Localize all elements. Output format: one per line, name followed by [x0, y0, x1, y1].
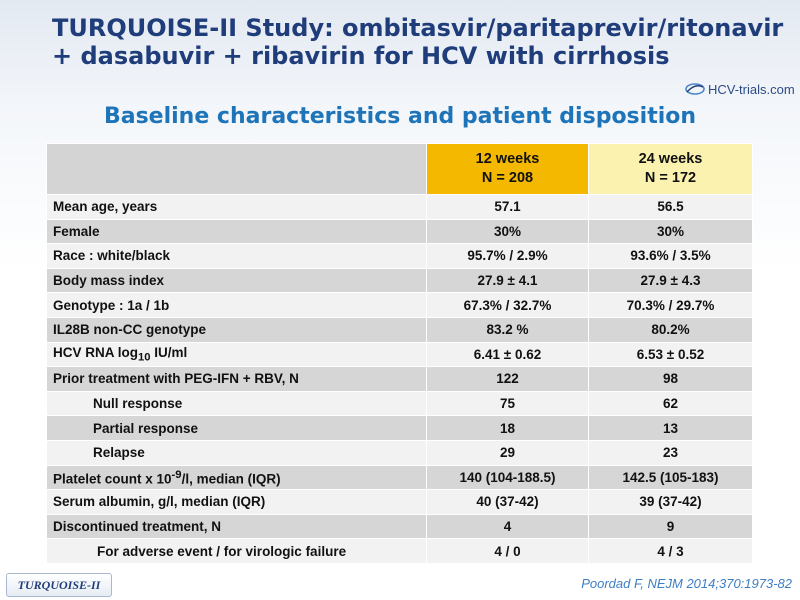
value-24-weeks: 13: [588, 415, 753, 441]
row-label-unit: IU/ml: [150, 345, 188, 361]
row-label: Platelet count x 10-9/l, median (IQR): [46, 464, 427, 491]
table-row: For adverse event / for virologic failur…: [46, 538, 753, 564]
table-row: Platelet count x 10-9/l, median (IQR) 14…: [46, 464, 753, 491]
citation: Poordad F, NEJM 2014;370:1973-82: [581, 576, 792, 591]
value-12-weeks: 95.7% / 2.9%: [426, 243, 589, 269]
header-24-weeks-n: N = 172: [644, 170, 697, 186]
value-24-weeks: 70.3% / 29.7%: [588, 292, 753, 318]
baseline-table: 12 weeks N = 208 24 weeks N = 172 Mean a…: [46, 143, 753, 564]
row-label: Female: [46, 218, 427, 245]
value-12-weeks: 6.41 ± 0.62: [426, 341, 589, 368]
value-12-weeks: 27.9 ± 4.1: [426, 267, 589, 294]
table-row: Serum albumin, g/l, median (IQR) 40 (37-…: [46, 489, 753, 515]
table-row: IL28B non-CC genotype 83.2 % 80.2%: [46, 316, 753, 343]
row-label: Serum albumin, g/l, median (IQR): [46, 489, 427, 515]
logo-text: HCV-trials.com: [708, 81, 795, 97]
value-24-weeks: 142.5 (105-183): [588, 464, 753, 491]
table-row: Genotype : 1a / 1b 67.3% / 32.7% 70.3% /…: [46, 292, 753, 318]
value-12-weeks: 4 / 0: [426, 538, 589, 564]
row-label-subscript: 10: [138, 351, 151, 364]
header-24-weeks: 24 weeks N = 172: [588, 143, 753, 195]
table-row: Relapse 29 23: [46, 439, 753, 466]
row-label: Genotype : 1a / 1b: [46, 292, 427, 318]
row-label: Partial response: [46, 415, 427, 441]
row-label: IL28B non-CC genotype: [46, 316, 427, 343]
row-label-superscript: -9: [171, 468, 182, 481]
row-label-unit: /l, median (IQR): [181, 471, 281, 487]
row-label: Body mass index: [46, 267, 427, 294]
value-12-weeks: 30%: [426, 218, 589, 245]
value-12-weeks: 18: [426, 415, 589, 441]
logo-swoosh-icon: [685, 83, 705, 95]
header-12-weeks-n: N = 208: [481, 170, 534, 186]
study-tag: TURQUOISE-II: [6, 573, 112, 597]
row-label: Null response: [46, 390, 427, 417]
row-label: Discontinued treatment, N: [46, 513, 427, 540]
value-24-weeks: 62: [588, 390, 753, 417]
slide-title: TURQUOISE-II Study: ombitasvir/paritapre…: [52, 14, 792, 70]
table-row: Prior treatment with PEG-IFN + RBV, N 12…: [46, 366, 753, 392]
value-24-weeks: 98: [588, 366, 753, 392]
value-12-weeks: 122: [426, 366, 589, 392]
value-24-weeks: 56.5: [588, 194, 753, 220]
row-label: Prior treatment with PEG-IFN + RBV, N: [46, 366, 427, 392]
value-24-weeks: 93.6% / 3.5%: [588, 243, 753, 269]
value-24-weeks: 80.2%: [588, 316, 753, 343]
value-12-weeks: 29: [426, 439, 589, 466]
table-row: HCV RNA log10 IU/ml 6.41 ± 0.62 6.53 ± 0…: [46, 341, 753, 368]
title-line-2: + dasabuvir + ribavirin for HCV with cir…: [52, 42, 670, 70]
value-12-weeks: 67.3% / 32.7%: [426, 292, 589, 318]
slide-subtitle: Baseline characteristics and patient dis…: [103, 104, 697, 129]
value-24-weeks: 23: [588, 439, 753, 466]
value-24-weeks: 4 / 3: [588, 538, 753, 564]
table-row: Null response 75 62: [46, 390, 753, 417]
row-label: HCV RNA log10 IU/ml: [46, 341, 427, 368]
table-row: Race : white/black 95.7% / 2.9% 93.6% / …: [46, 243, 753, 269]
row-label: Race : white/black: [46, 243, 427, 269]
header-12-weeks-label: 12 weeks: [475, 151, 540, 167]
value-24-weeks: 6.53 ± 0.52: [588, 341, 753, 368]
value-24-weeks: 30%: [588, 218, 753, 245]
value-12-weeks: 140 (104-188.5): [426, 464, 589, 491]
value-24-weeks: 27.9 ± 4.3: [588, 267, 753, 294]
table-header-row: 12 weeks N = 208 24 weeks N = 172: [46, 143, 753, 195]
header-blank-cell: [46, 143, 427, 195]
row-label: Mean age, years: [46, 194, 427, 220]
table-row: Body mass index 27.9 ± 4.1 27.9 ± 4.3: [46, 267, 753, 294]
table-row: Mean age, years 57.1 56.5: [46, 194, 753, 220]
value-12-weeks: 57.1: [426, 194, 589, 220]
row-label-text: Platelet count x 10: [53, 471, 172, 487]
hcv-trials-logo: HCV-trials.com: [684, 79, 795, 99]
value-12-weeks: 40 (37-42): [426, 489, 589, 515]
table-row: Female 30% 30%: [46, 218, 753, 245]
header-12-weeks: 12 weeks N = 208: [426, 143, 589, 195]
value-12-weeks: 83.2 %: [426, 316, 589, 343]
header-24-weeks-label: 24 weeks: [638, 151, 703, 167]
table-row: Partial response 18 13: [46, 415, 753, 441]
value-12-weeks: 75: [426, 390, 589, 417]
row-label: Relapse: [46, 439, 427, 466]
title-line-1: TURQUOISE-II Study: ombitasvir/paritapre…: [52, 14, 784, 42]
row-label-text: HCV RNA log: [53, 345, 138, 361]
row-label: For adverse event / for virologic failur…: [46, 538, 427, 564]
table-row: Discontinued treatment, N 4 9: [46, 513, 753, 540]
value-24-weeks: 39 (37-42): [588, 489, 753, 515]
value-24-weeks: 9: [588, 513, 753, 540]
value-12-weeks: 4: [426, 513, 589, 540]
